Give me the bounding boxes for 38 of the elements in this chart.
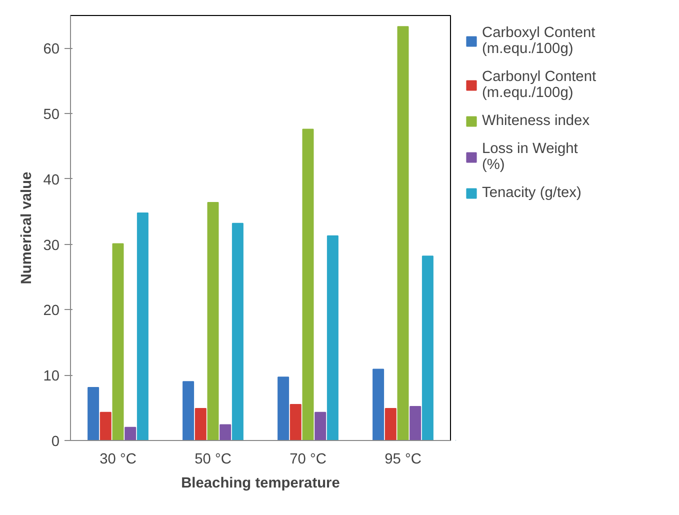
- bar: [88, 387, 100, 440]
- legend-label: Carboxyl Content (m.equ./100g): [482, 25, 596, 57]
- bar: [410, 406, 422, 440]
- bar: [182, 381, 194, 440]
- y-tick-label: 40: [43, 172, 60, 188]
- y-tick-label: 0: [51, 434, 60, 450]
- bar: [194, 408, 206, 440]
- legend-label: Tenacity (g/tex): [482, 185, 582, 201]
- bar: [220, 424, 232, 440]
- x-tick-label: 70 °C: [290, 452, 327, 468]
- bar: [100, 412, 112, 440]
- bar: [397, 26, 409, 440]
- y-tick-label: 30: [43, 238, 60, 254]
- y-tick-label: 60: [43, 42, 60, 58]
- y-tick-label: 10: [43, 368, 60, 385]
- y-tick-label: 20: [43, 303, 60, 320]
- bar: [232, 222, 244, 440]
- legend-label: Loss in Weight (%): [482, 141, 578, 173]
- x-axis-title: Bleaching temperature: [181, 476, 340, 492]
- bar: [136, 212, 148, 440]
- bar: [112, 243, 124, 440]
- bar: [302, 128, 314, 440]
- legend-label: Whiteness index: [482, 113, 590, 129]
- bar: [290, 404, 302, 440]
- bar: [384, 408, 396, 440]
- x-tick-label: 95 °C: [384, 452, 422, 468]
- bar: [326, 235, 338, 440]
- y-axis-title: Numerical value: [19, 172, 36, 284]
- bar: [314, 412, 326, 440]
- legend-label: Carbonyl Content (m.equ./100g): [482, 69, 596, 101]
- bar: [372, 368, 384, 440]
- bar: [422, 256, 434, 440]
- y-tick-label: 50: [43, 107, 60, 124]
- bar: [124, 426, 136, 440]
- x-tick-label: 50 °C: [194, 452, 232, 468]
- bar: [207, 202, 219, 440]
- x-tick-label: 30 °C: [100, 452, 137, 468]
- bar: [278, 376, 290, 440]
